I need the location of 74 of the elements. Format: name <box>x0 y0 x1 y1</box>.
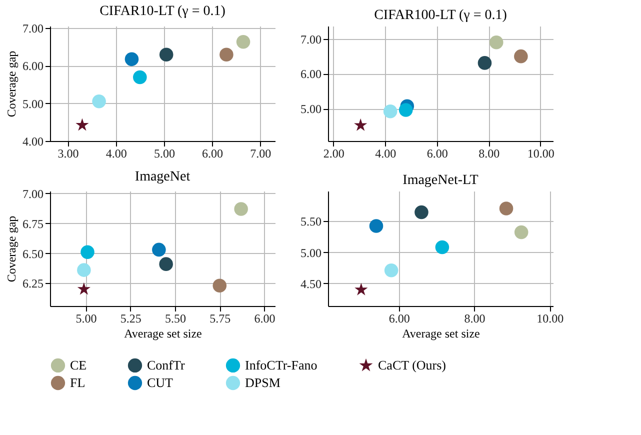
x-tick-label: 10.00 <box>527 146 554 160</box>
y-tick-label: 5.00 <box>300 102 322 116</box>
point <box>435 240 450 254</box>
point <box>514 49 528 64</box>
point <box>383 104 398 118</box>
chart-title: CIFAR10-LT (γ = 0.1) <box>100 4 226 19</box>
point <box>354 118 368 131</box>
x-tick-label: 6.00 <box>254 312 276 326</box>
x-tick-label: 8.00 <box>464 312 486 326</box>
y-tick-label: 7.00 <box>22 186 44 201</box>
y-tick-label: 5.50 <box>300 214 322 228</box>
point <box>369 219 384 233</box>
legend-label: FL <box>70 375 86 390</box>
legend-label: DPSM <box>245 375 281 390</box>
x-axis-title: Average set size <box>402 326 480 340</box>
x-tick-label: 6.00 <box>202 146 224 160</box>
point <box>152 242 166 257</box>
y-axis-title: Coverage gap <box>4 50 18 118</box>
y-axis-title: Coverage gap <box>4 216 18 282</box>
legend-label: ConfTr <box>147 357 186 372</box>
y-tick-label: 6.00 <box>300 67 322 82</box>
point <box>384 263 398 278</box>
legend-label: CE <box>70 357 87 372</box>
chart-title: CIFAR100-LT (γ = 0.1) <box>374 8 508 23</box>
x-tick-label: 5.00 <box>76 312 97 326</box>
y-tick-label: 7.00 <box>22 21 44 36</box>
legend-label: CaCT (Ours) <box>378 358 446 372</box>
x-tick-label: 5.75 <box>210 312 231 326</box>
point <box>76 118 89 131</box>
x-tick-label: 4.00 <box>106 146 127 160</box>
x-tick-label: 6.00 <box>388 312 410 326</box>
x-tick-label: 8.00 <box>478 146 500 160</box>
x-tick-label: 5.25 <box>120 312 142 326</box>
point <box>92 94 106 108</box>
point <box>236 34 250 49</box>
point <box>499 202 514 216</box>
x-tick-label: 6.00 <box>426 146 448 160</box>
chart-title: ImageNet <box>134 169 190 184</box>
y-tick-label: 6.75 <box>22 216 44 231</box>
point <box>234 202 248 216</box>
point <box>514 225 528 240</box>
y-tick-label: 6.25 <box>22 276 44 291</box>
point <box>159 48 174 62</box>
x-tick-label: 5.00 <box>154 146 175 160</box>
point <box>478 56 492 70</box>
point <box>124 52 139 66</box>
y-tick-label: 5.00 <box>22 96 44 111</box>
y-tick-label: 7.00 <box>300 32 322 46</box>
y-tick-label: 6.50 <box>22 246 44 261</box>
x-tick-label: 5.50 <box>165 312 186 326</box>
x-tick-label: 7.00 <box>250 146 272 160</box>
point <box>489 36 504 50</box>
point <box>133 70 147 84</box>
point <box>77 282 90 295</box>
point <box>80 245 94 259</box>
point <box>220 48 234 62</box>
y-tick-label: 4.50 <box>300 277 322 291</box>
point <box>414 205 428 220</box>
point <box>354 282 368 296</box>
x-tick-label: 4.00 <box>375 146 396 160</box>
legend-label: InfoCTr-Fano <box>245 357 318 372</box>
legend-label: CUT <box>147 375 174 390</box>
x-tick-label: 3.00 <box>58 146 79 160</box>
x-tick-label: 10.00 <box>536 312 564 326</box>
point <box>212 278 227 293</box>
point <box>77 263 91 277</box>
chart-title: ImageNet-LT <box>402 173 479 188</box>
x-axis-title: Average set size <box>124 326 202 340</box>
y-tick-label: 5.00 <box>300 246 322 260</box>
x-tick-label: 2.00 <box>323 146 344 160</box>
y-tick-label: 4.00 <box>22 134 44 148</box>
point <box>398 103 413 117</box>
y-tick-label: 6.00 <box>22 59 44 74</box>
point <box>159 257 173 271</box>
